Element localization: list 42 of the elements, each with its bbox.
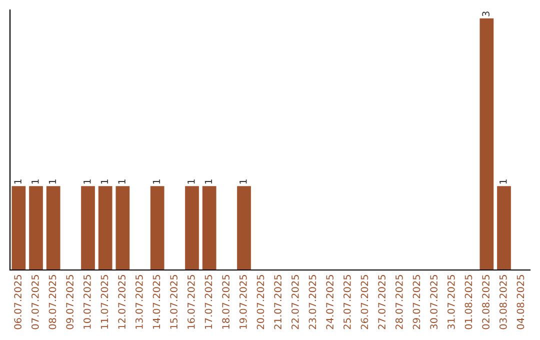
x-tick-label: 18.07.2025: [222, 275, 230, 329]
data-label: 1: [14, 179, 22, 184]
data-label: 1: [118, 179, 126, 184]
x-tick-label: 03.08.2025: [499, 275, 507, 330]
x-tick-label: 04.08.2025: [516, 275, 524, 330]
x-tick-label: 20.07.2025: [256, 275, 264, 330]
x-tick-label: 25.07.2025: [343, 275, 351, 330]
data-label: 1: [100, 179, 108, 184]
x-tick-label: 06.07.2025: [14, 275, 22, 330]
x-tick-label: 08.07.2025: [48, 275, 56, 330]
x-tick-label: 29.07.2025: [412, 275, 420, 330]
x-tick-label: 21.07.2025: [274, 275, 282, 330]
x-tick-label: 15.07.2025: [170, 275, 178, 329]
x-tick-label: 02.08.2025: [482, 275, 490, 330]
x-tick-label: 27.07.2025: [378, 275, 386, 330]
x-tick-label: 26.07.2025: [360, 275, 368, 330]
data-label: 1: [500, 179, 507, 184]
data-label: 1: [152, 179, 160, 184]
x-tick-label: 11.07.2025: [100, 275, 108, 329]
x-tick-label: 13.07.2025: [135, 275, 143, 329]
x-tick-label: 30.07.2025: [430, 275, 438, 330]
x-tick-label: 07.07.2025: [31, 275, 39, 330]
x-tick-label: 31.07.2025: [447, 275, 455, 330]
data-label: 1: [188, 179, 195, 184]
x-tick-label: 24.07.2025: [326, 275, 334, 330]
data-label: 1: [204, 179, 212, 184]
data-label: 1: [48, 179, 56, 184]
x-tick-label: 19.07.2025: [239, 275, 247, 329]
x-tick-label: 16.07.2025: [187, 275, 195, 329]
x-tick-label: 23.07.2025: [308, 275, 316, 330]
x-tick-label: 22.07.2025: [291, 275, 299, 330]
x-tick-label: 09.07.2025: [66, 275, 74, 330]
data-label: 3: [482, 12, 490, 16]
x-tick-label: 17.07.2025: [204, 275, 212, 329]
data-label: 1: [84, 179, 91, 184]
data-label: 1: [32, 179, 39, 184]
x-tick-label: 01.08.2025: [464, 275, 472, 330]
x-tick-label: 28.07.2025: [395, 275, 403, 330]
x-tick-label: 14.07.2025: [152, 275, 160, 329]
data-label: 1: [240, 179, 247, 184]
x-tick-label: 10.07.2025: [83, 275, 91, 329]
x-tick-label: 12.07.2025: [118, 275, 126, 329]
